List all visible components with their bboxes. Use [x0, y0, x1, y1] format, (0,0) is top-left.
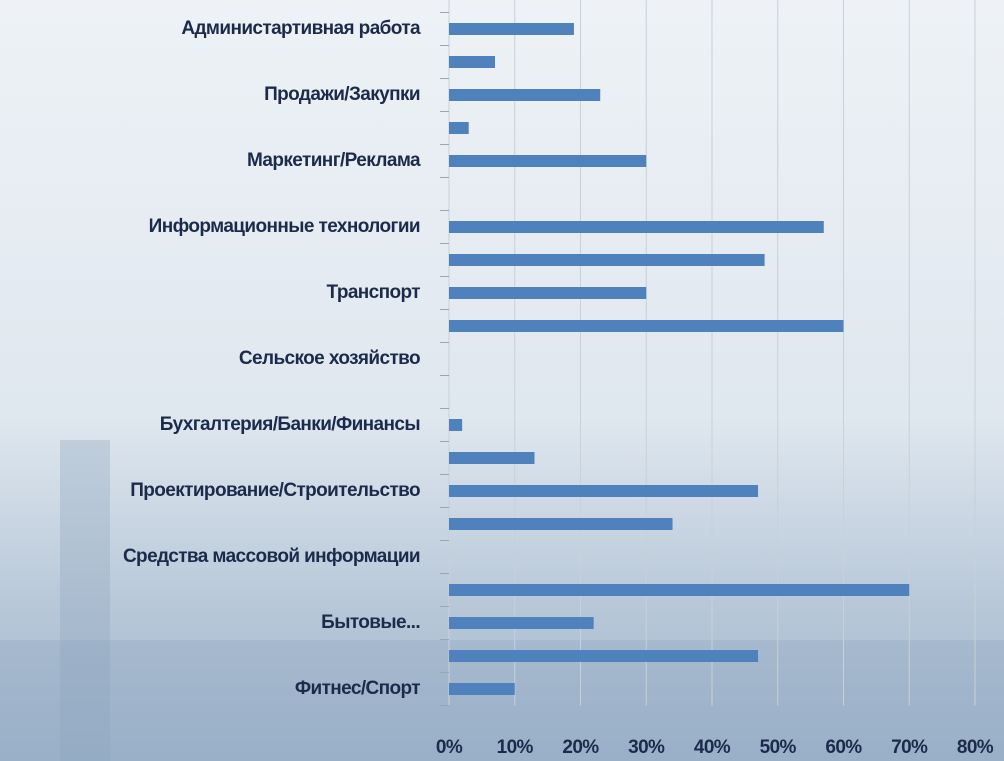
bar — [449, 23, 574, 35]
y-tick-label: Фитнес/Спорт — [295, 678, 420, 699]
y-tick-label: Маркетинг/Реклама — [247, 150, 421, 171]
x-tick-label: 80% — [957, 737, 994, 758]
y-tick-label: Транспорт — [327, 282, 421, 303]
bar — [449, 155, 647, 167]
bar — [449, 419, 463, 431]
bar — [449, 89, 601, 101]
y-tick-label: Информационные технологии — [149, 216, 420, 237]
bar — [449, 452, 535, 464]
bar — [449, 122, 469, 134]
bar — [449, 518, 673, 530]
bar — [449, 485, 759, 497]
x-tick-label: 40% — [694, 737, 731, 758]
x-tick-label: 0% — [436, 737, 463, 758]
y-tick-label: Администартивная работа — [181, 18, 421, 39]
bar — [449, 287, 647, 299]
bar — [449, 650, 759, 662]
x-tick-label: 20% — [562, 737, 599, 758]
x-tick-label: 70% — [891, 737, 928, 758]
bar — [449, 683, 515, 695]
bar — [449, 254, 765, 266]
y-tick-label: Продажи/Закупки — [264, 84, 420, 105]
x-tick-label: 10% — [497, 737, 534, 758]
bar — [449, 584, 910, 596]
y-tick-label: Проектирование/Строительство — [130, 480, 420, 501]
y-tick-label: Бытовые... — [321, 612, 420, 633]
y-tick-label: Сельское хозяйство — [239, 348, 420, 369]
y-tick-label: Бухгалтерия/Банки/Финансы — [160, 414, 420, 435]
y-tick-label: Средства массовой информации — [123, 546, 420, 567]
x-tick-label: 50% — [760, 737, 797, 758]
bar — [449, 617, 594, 629]
background-tower — [60, 440, 110, 761]
bar — [449, 320, 844, 332]
bar — [449, 221, 824, 233]
x-tick-label: 30% — [628, 737, 665, 758]
x-tick-label: 60% — [825, 737, 862, 758]
bar — [449, 56, 496, 68]
